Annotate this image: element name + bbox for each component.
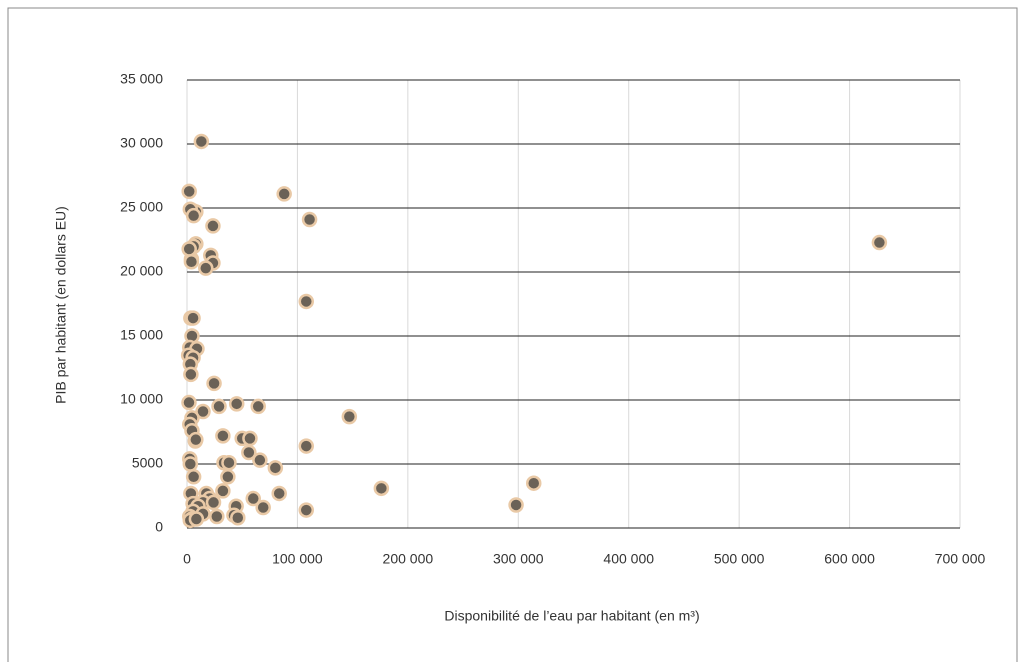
point: [373, 480, 390, 497]
point: [276, 186, 292, 202]
point: [195, 403, 211, 420]
point: [250, 398, 266, 415]
point: [209, 508, 225, 525]
point: [215, 483, 231, 499]
point: [185, 469, 202, 485]
point: [188, 511, 205, 527]
point: [298, 293, 315, 310]
point: [230, 510, 246, 526]
point: [267, 460, 284, 476]
point: [508, 497, 524, 513]
point: [206, 375, 222, 392]
point: [221, 454, 237, 471]
point: [220, 469, 236, 485]
point: [871, 234, 888, 251]
point: [301, 211, 318, 228]
point: [298, 502, 315, 518]
point: [181, 183, 197, 200]
point: [228, 396, 245, 412]
y-tick-label: 30 000: [120, 135, 163, 151]
x-tick-label: 300 000: [493, 551, 544, 567]
y-tick-label: 0: [155, 519, 163, 535]
y-axis-title: PIB par habitant (en dollars EU): [53, 206, 69, 404]
point: [215, 428, 231, 444]
point: [181, 394, 197, 411]
point: [271, 485, 287, 502]
x-tick-label: 0: [183, 551, 191, 567]
point: [185, 310, 201, 326]
y-tick-label: 20 000: [120, 263, 163, 279]
point: [245, 490, 262, 507]
point: [298, 438, 315, 454]
point: [185, 207, 202, 224]
x-tick-label: 600 000: [824, 551, 875, 567]
point: [242, 430, 258, 447]
y-tick-label: 25 000: [120, 199, 163, 215]
x-tick-label: 500 000: [714, 551, 765, 567]
point: [241, 444, 257, 461]
x-tick-label: 400 000: [603, 551, 654, 567]
point: [205, 218, 221, 234]
point: [198, 260, 214, 276]
point: [341, 408, 358, 425]
point: [188, 431, 204, 448]
point: [193, 133, 210, 150]
point: [211, 398, 227, 415]
y-tick-label: 35 000: [120, 71, 163, 87]
frame: [7, 7, 1018, 662]
point: [255, 499, 271, 516]
point: [525, 475, 542, 491]
x-tick-label: 700 000: [935, 551, 986, 567]
x-axis-title: Disponibilité de l’eau par habitant (en …: [444, 608, 699, 624]
x-tick-label: 200 000: [383, 551, 434, 567]
y-tick-label: 10 000: [120, 391, 163, 407]
point: [181, 241, 197, 257]
y-tick-label: 5000: [132, 455, 163, 471]
point: [252, 452, 268, 468]
point: [205, 494, 222, 511]
point: [183, 254, 200, 270]
point: [182, 456, 199, 472]
y-tick-label: 15 000: [120, 327, 163, 343]
point: [183, 366, 199, 383]
x-tick-label: 100 000: [272, 551, 323, 567]
